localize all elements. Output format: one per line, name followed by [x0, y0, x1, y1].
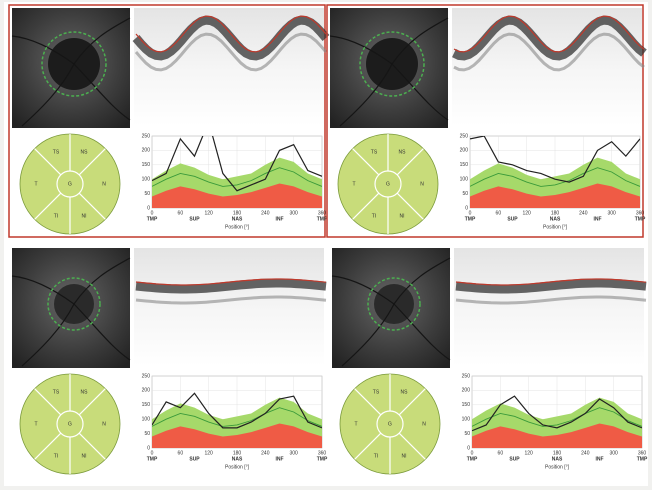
x-tick-label: 300 — [289, 210, 298, 216]
sector-label: TI — [372, 213, 376, 219]
x-region-label: INF — [275, 216, 283, 222]
x-tick-label: 240 — [581, 450, 590, 456]
y-tick-label: 200 — [462, 388, 471, 394]
y-tick-label: 100 — [142, 177, 151, 183]
y-tick-label: 50 — [144, 431, 150, 437]
y-tick-label: 200 — [142, 148, 151, 154]
sector-label: G — [68, 181, 72, 187]
sector-label: TI — [374, 453, 378, 459]
sector-label: G — [386, 181, 390, 187]
sector-label: NS — [399, 149, 407, 155]
sector-label: NS — [81, 149, 89, 155]
sector-label: NS — [81, 389, 89, 395]
report-panel: TSNSTGNTINI05010015020025006012018024030… — [332, 248, 648, 474]
sector-label: T — [34, 421, 37, 427]
sector-label: TI — [54, 453, 58, 459]
x-region-label: NAS — [552, 456, 563, 462]
x-tick-label: 240 — [261, 450, 270, 456]
x-region-label: NAS — [232, 216, 243, 222]
y-tick-label: 200 — [460, 148, 469, 154]
x-region-label: TMP — [637, 456, 648, 462]
y-tick-label: 100 — [460, 177, 469, 183]
x-tick-label: 120 — [204, 450, 213, 456]
x-region-label: TMP — [467, 456, 478, 462]
x-axis-title: Position [°] — [545, 464, 570, 470]
x-region-label: TMP — [147, 216, 158, 222]
y-tick-label: 250 — [142, 133, 151, 139]
y-tick-label: 150 — [142, 402, 151, 408]
sector-label: N — [102, 181, 106, 187]
oct-scan — [454, 248, 644, 366]
y-tick-label: 50 — [144, 191, 150, 197]
x-tick-label: 300 — [609, 450, 618, 456]
x-axis-title: Position [°] — [225, 464, 250, 470]
sector-label: G — [388, 421, 392, 427]
x-tick-label: 240 — [579, 210, 588, 216]
y-tick-label: 150 — [460, 162, 469, 168]
x-tick-label: 60 — [496, 210, 502, 216]
y-tick-label: 150 — [462, 402, 471, 408]
sector-label: TI — [54, 213, 58, 219]
figure: TSNSTGNTINI05010015020025006012018024030… — [0, 0, 652, 490]
sector-label: G — [68, 421, 72, 427]
sector-label: NI — [400, 213, 405, 219]
y-tick-label: 250 — [462, 373, 471, 379]
x-tick-label: 120 — [524, 450, 533, 456]
x-region-label: INF — [593, 216, 601, 222]
x-region-label: SUP — [189, 216, 200, 222]
x-tick-label: 60 — [178, 450, 184, 456]
x-region-label: NAS — [232, 456, 243, 462]
x-region-label: NAS — [550, 216, 561, 222]
y-tick-label: 100 — [142, 417, 151, 423]
sector-label: N — [422, 421, 426, 427]
sector-label: NI — [82, 213, 87, 219]
y-tick-label: 200 — [142, 388, 151, 394]
x-axis-title: Position [°] — [543, 224, 568, 230]
x-tick-label: 120 — [522, 210, 531, 216]
sector-label: N — [420, 181, 424, 187]
sector-label: TS — [53, 149, 60, 155]
y-tick-label: 250 — [460, 133, 469, 139]
x-tick-label: 300 — [289, 450, 298, 456]
sector-label: TS — [373, 389, 380, 395]
x-region-label: TMP — [465, 216, 476, 222]
y-tick-label: 50 — [464, 431, 470, 437]
x-tick-label: 300 — [607, 210, 616, 216]
x-tick-label: 60 — [178, 210, 184, 216]
sector-label: T — [352, 181, 355, 187]
y-tick-label: 100 — [462, 417, 471, 423]
sector-label: TS — [371, 149, 378, 155]
x-region-label: INF — [595, 456, 603, 462]
x-tick-label: 120 — [204, 210, 213, 216]
sector-label: T — [354, 421, 357, 427]
sector-label: TS — [53, 389, 60, 395]
sector-label: N — [102, 421, 106, 427]
x-region-label: TMP — [635, 216, 646, 222]
x-tick-label: 240 — [261, 210, 270, 216]
x-tick-label: 60 — [498, 450, 504, 456]
x-axis-title: Position [°] — [225, 224, 250, 230]
x-region-label: SUP — [509, 456, 520, 462]
report-panel: TSNSTGNTINI05010015020025006012018024030… — [9, 5, 328, 237]
sector-label: NI — [82, 453, 87, 459]
sector-label: NS — [401, 389, 409, 395]
y-tick-label: 250 — [142, 373, 151, 379]
oct-scan — [134, 248, 324, 366]
x-region-label: INF — [275, 456, 283, 462]
x-region-label: TMP — [317, 456, 328, 462]
report-panel: TSNSTGNTINI05010015020025006012018024030… — [12, 248, 328, 474]
x-region-label: SUP — [189, 456, 200, 462]
y-tick-label: 50 — [462, 191, 468, 197]
x-region-label: SUP — [507, 216, 518, 222]
y-tick-label: 150 — [142, 162, 151, 168]
sector-label: NI — [402, 453, 407, 459]
report-panel: TSNSTGNTINI05010015020025006012018024030… — [327, 5, 646, 237]
sector-label: T — [34, 181, 37, 187]
x-region-label: TMP — [147, 456, 158, 462]
